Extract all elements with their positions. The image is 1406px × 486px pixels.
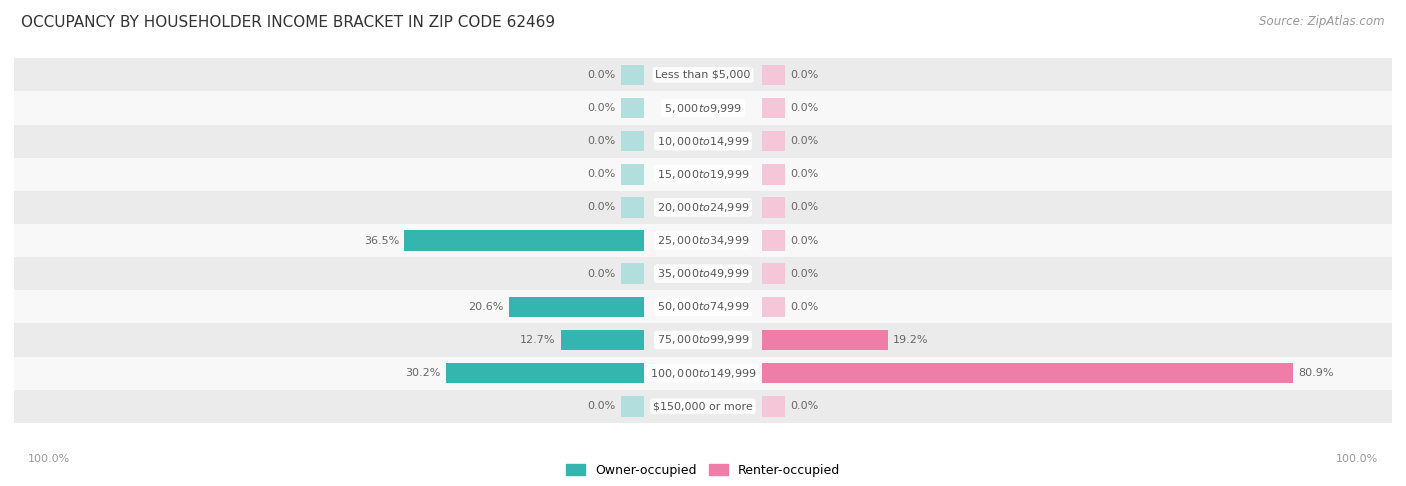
Text: $25,000 to $34,999: $25,000 to $34,999	[657, 234, 749, 247]
Bar	[14, 357, 1392, 390]
Text: $150,000 or more: $150,000 or more	[654, 401, 752, 411]
Bar	[405, 230, 644, 251]
Bar	[762, 98, 785, 118]
Bar	[14, 191, 1392, 224]
Legend: Owner-occupied, Renter-occupied: Owner-occupied, Renter-occupied	[561, 459, 845, 482]
Text: $100,000 to $149,999: $100,000 to $149,999	[650, 366, 756, 380]
Bar	[762, 164, 785, 185]
Bar	[446, 363, 644, 383]
Text: 12.7%: 12.7%	[520, 335, 555, 345]
Text: 0.0%: 0.0%	[790, 169, 818, 179]
Bar	[14, 158, 1392, 191]
Text: 80.9%: 80.9%	[1298, 368, 1334, 378]
Text: 19.2%: 19.2%	[893, 335, 929, 345]
Text: 0.0%: 0.0%	[790, 269, 818, 278]
Text: 0.0%: 0.0%	[588, 169, 616, 179]
Bar	[762, 396, 785, 417]
Bar	[762, 230, 785, 251]
Text: 0.0%: 0.0%	[790, 136, 818, 146]
Bar	[14, 224, 1392, 257]
Bar	[762, 330, 889, 350]
Bar	[762, 263, 785, 284]
Bar	[14, 124, 1392, 158]
Text: 0.0%: 0.0%	[790, 302, 818, 312]
Bar	[14, 290, 1392, 323]
Text: 0.0%: 0.0%	[588, 103, 616, 113]
Text: 0.0%: 0.0%	[790, 401, 818, 411]
Text: $50,000 to $74,999: $50,000 to $74,999	[657, 300, 749, 313]
Text: $10,000 to $14,999: $10,000 to $14,999	[657, 135, 749, 148]
Bar	[621, 131, 644, 152]
Bar	[621, 396, 644, 417]
Bar	[762, 197, 785, 218]
Text: $35,000 to $49,999: $35,000 to $49,999	[657, 267, 749, 280]
Bar	[621, 197, 644, 218]
Bar	[762, 131, 785, 152]
Text: $5,000 to $9,999: $5,000 to $9,999	[664, 102, 742, 115]
Text: 30.2%: 30.2%	[405, 368, 440, 378]
Bar	[561, 330, 644, 350]
Bar	[14, 58, 1392, 91]
Bar	[762, 65, 785, 85]
Text: OCCUPANCY BY HOUSEHOLDER INCOME BRACKET IN ZIP CODE 62469: OCCUPANCY BY HOUSEHOLDER INCOME BRACKET …	[21, 15, 555, 30]
Text: 0.0%: 0.0%	[588, 136, 616, 146]
Bar	[14, 323, 1392, 357]
Text: Source: ZipAtlas.com: Source: ZipAtlas.com	[1260, 15, 1385, 28]
Text: 100.0%: 100.0%	[1336, 454, 1378, 464]
Text: 0.0%: 0.0%	[588, 203, 616, 212]
Text: 100.0%: 100.0%	[28, 454, 70, 464]
Text: 0.0%: 0.0%	[588, 401, 616, 411]
Text: 0.0%: 0.0%	[790, 236, 818, 245]
Bar	[762, 296, 785, 317]
Bar	[621, 263, 644, 284]
Text: 0.0%: 0.0%	[588, 70, 616, 80]
Text: $75,000 to $99,999: $75,000 to $99,999	[657, 333, 749, 347]
Bar	[14, 91, 1392, 124]
Text: Less than $5,000: Less than $5,000	[655, 70, 751, 80]
Bar	[621, 65, 644, 85]
Bar	[621, 98, 644, 118]
Text: 36.5%: 36.5%	[364, 236, 399, 245]
Text: $15,000 to $19,999: $15,000 to $19,999	[657, 168, 749, 181]
Text: $20,000 to $24,999: $20,000 to $24,999	[657, 201, 749, 214]
Bar	[509, 296, 644, 317]
Text: 0.0%: 0.0%	[790, 103, 818, 113]
Bar	[762, 363, 1294, 383]
Text: 0.0%: 0.0%	[790, 70, 818, 80]
Text: 0.0%: 0.0%	[588, 269, 616, 278]
Bar	[14, 390, 1392, 423]
Bar	[621, 164, 644, 185]
Text: 20.6%: 20.6%	[468, 302, 503, 312]
Bar	[14, 257, 1392, 290]
Text: 0.0%: 0.0%	[790, 203, 818, 212]
